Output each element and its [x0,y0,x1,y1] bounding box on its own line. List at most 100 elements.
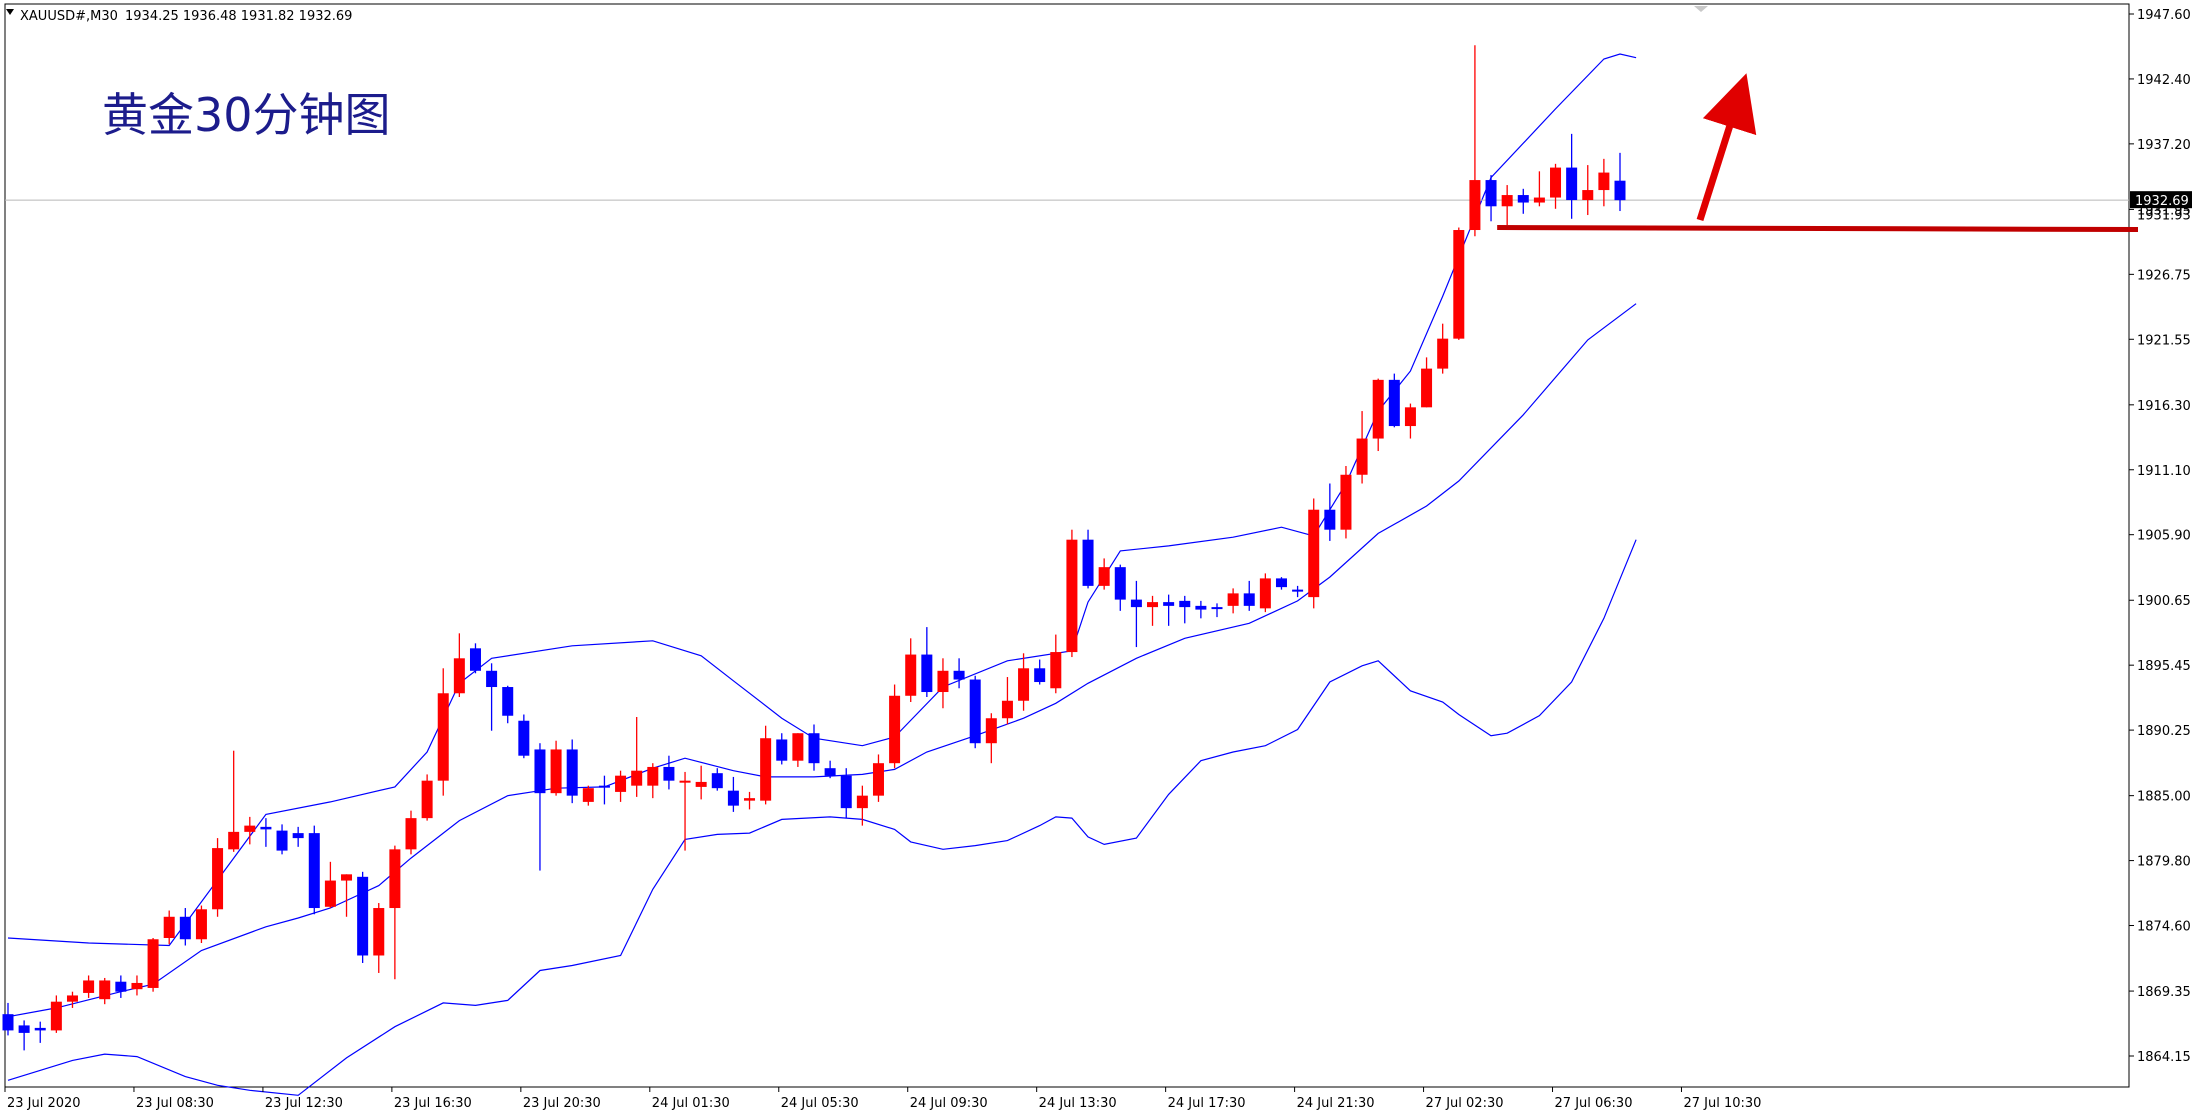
candle [83,975,95,998]
candle-body [744,798,756,801]
candle-body [631,770,643,786]
candle-body [1243,593,1255,606]
candle [453,633,465,698]
candle-body [276,830,288,851]
candle [50,995,62,1033]
candle-body [598,785,610,788]
candle [1469,45,1481,237]
candle-body [1163,602,1175,606]
candle [1501,185,1513,226]
candle-body [308,833,320,909]
candle-body [566,749,578,796]
candle-body [921,654,933,693]
candle-body [1517,195,1529,203]
x-tick-label: 23 Jul 20:30 [523,1096,601,1111]
candle [1437,323,1449,374]
candle-body [727,790,739,806]
candle [905,638,917,703]
candle-body [179,916,191,940]
candle-body [905,654,917,696]
candle-body [1050,652,1062,689]
candle-body [679,780,691,783]
y-tick-label: 1911.10 [2137,464,2191,479]
candle [292,826,304,847]
price-axis: 1947.601942.401937.201931.951926.751921.… [2129,8,2191,1065]
candle [1485,175,1497,222]
x-tick-label: 23 Jul 16:30 [394,1096,472,1111]
candle-body [1098,567,1110,586]
candle [1453,227,1465,340]
candle [437,668,449,796]
candle [1050,634,1062,694]
candle-body [66,995,78,1002]
candle-body [1598,172,1610,191]
candle-body [99,980,111,1000]
candle-body [131,982,143,990]
candle [1308,498,1320,609]
candle-body [2,1014,14,1031]
candle [115,975,127,998]
candle-body [663,766,675,781]
candle-body [969,679,981,744]
candle-body [518,720,530,756]
y-tick-label: 1874.60 [2137,920,2191,935]
band-upper-line [7,53,1637,947]
candle [937,658,949,709]
candle [647,763,659,799]
x-tick-label: 27 Jul 10:30 [1683,1096,1761,1111]
support-line [1497,225,2139,233]
candle [1324,483,1336,541]
candle [1259,573,1271,613]
candle [1018,653,1030,711]
candle [760,725,772,805]
candle [953,658,965,689]
x-tick-label: 27 Jul 06:30 [1555,1096,1633,1111]
candle [1340,466,1352,539]
candle-body [1485,180,1497,207]
candle-body [1001,700,1013,719]
candle [1598,158,1610,207]
candle-body [34,1027,46,1031]
current-price-tag: 1931.93 1932.69 [2130,191,2192,224]
candle-body [357,876,369,956]
candle [1421,357,1433,408]
x-tick-label: 23 Jul 12:30 [265,1096,343,1111]
candle-body [421,780,433,819]
chart-menu-triangle-icon[interactable] [6,9,14,15]
x-tick-label: 27 Jul 02:30 [1426,1096,1504,1111]
candle [1195,600,1207,619]
candle-body [389,849,401,909]
y-tick-label: 1916.30 [2137,399,2191,414]
candle [1114,564,1126,611]
y-tick-label: 1947.60 [2137,8,2191,23]
candle-body [695,781,707,787]
candle-body [1292,589,1304,592]
candle-body [1404,407,1416,427]
candle [1372,378,1384,452]
candle [1517,188,1529,214]
candle-body [115,981,127,992]
candle-body [437,693,449,781]
candle [1356,411,1368,484]
candle [1404,403,1416,439]
candle-body [1550,167,1562,198]
candle-body [1437,338,1449,369]
band-lower-line [7,539,1637,1096]
candle [163,910,175,945]
candle [1275,577,1287,590]
price-tag-background [2130,191,2192,209]
candle [405,810,417,855]
candle-body [647,766,659,786]
candle [808,724,820,771]
candle [711,768,723,791]
candle-body [147,939,159,988]
candle [1388,373,1400,428]
candle [615,770,627,802]
y-tick-label: 1890.25 [2137,724,2191,739]
candle-body [502,687,514,716]
candle-body [1533,197,1545,203]
candle [1001,677,1013,725]
candle [824,760,836,779]
x-tick-label: 24 Jul 05:30 [781,1096,859,1111]
